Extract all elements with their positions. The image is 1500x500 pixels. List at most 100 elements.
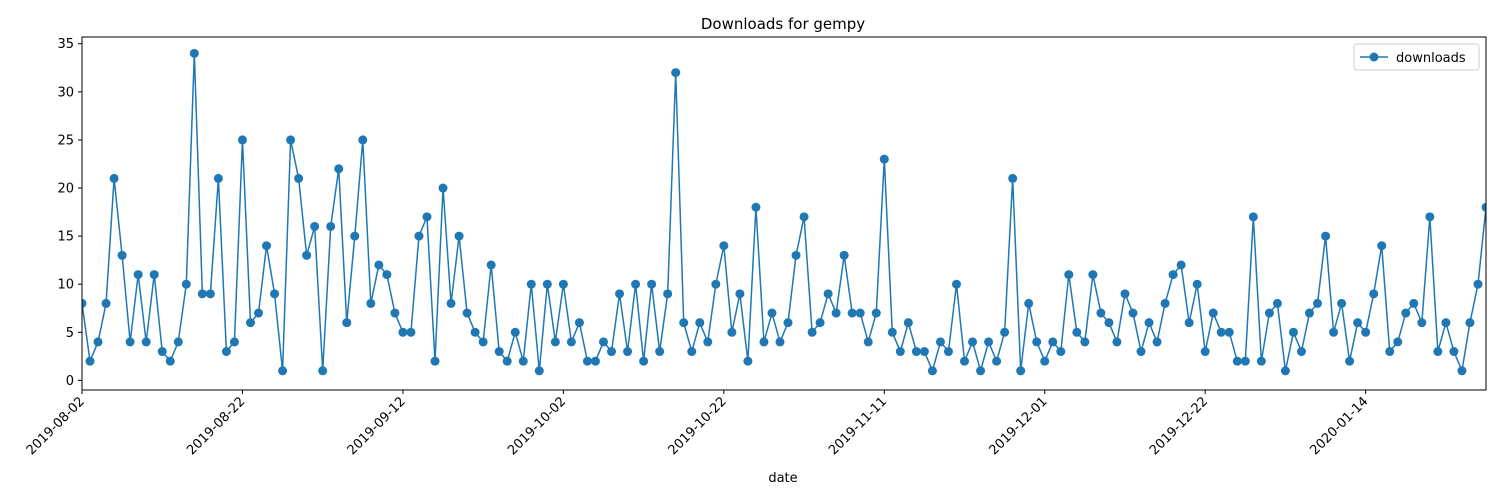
- data-point: [1465, 318, 1475, 328]
- data-point: [1361, 327, 1371, 337]
- data-point: [398, 327, 408, 337]
- data-point: [639, 356, 649, 366]
- data-point: [823, 289, 833, 299]
- y-tick-label: 30: [57, 85, 74, 100]
- data-point: [414, 231, 424, 241]
- y-tick-label: 0: [66, 374, 74, 389]
- data-point: [502, 356, 512, 366]
- data-point: [799, 212, 809, 222]
- data-point: [494, 347, 504, 357]
- data-point: [205, 289, 215, 299]
- data-point: [262, 241, 272, 251]
- data-point: [1337, 298, 1347, 308]
- x-tick-label: 2019-11-11: [826, 394, 890, 458]
- legend-label-downloads: downloads: [1396, 51, 1466, 66]
- data-point: [318, 366, 328, 376]
- data-point: [294, 173, 304, 183]
- legend: downloads: [1353, 43, 1480, 71]
- y-tick-label: 25: [57, 133, 74, 148]
- data-point: [1136, 347, 1146, 357]
- data-point: [815, 318, 825, 328]
- data-point: [526, 279, 536, 289]
- data-point: [1473, 279, 1483, 289]
- data-point: [334, 164, 344, 174]
- data-point: [1184, 318, 1194, 328]
- data-point: [1481, 202, 1486, 212]
- data-point: [1128, 308, 1138, 318]
- data-point: [221, 347, 231, 357]
- data-point: [566, 337, 576, 347]
- data-point: [751, 202, 761, 212]
- data-point: [927, 366, 937, 376]
- data-point: [1296, 347, 1306, 357]
- data-point: [1000, 327, 1010, 337]
- data-point: [1016, 366, 1026, 376]
- chart-title: Downloads for gempy: [701, 15, 865, 33]
- data-point: [406, 327, 416, 337]
- data-point: [1096, 308, 1106, 318]
- data-point: [1168, 270, 1178, 280]
- data-point: [807, 327, 817, 337]
- data-point: [486, 260, 496, 270]
- data-point: [1056, 347, 1066, 357]
- data-point: [133, 270, 143, 280]
- data-point: [342, 318, 352, 328]
- data-point: [663, 289, 673, 299]
- data-point: [165, 356, 175, 366]
- data-point: [671, 68, 681, 78]
- y-tick-label: 10: [57, 278, 74, 293]
- x-axis-label: date: [768, 471, 797, 486]
- x-axis: 2019-08-02 2019-08-22 2019-09-12 2019-10-02…: [24, 390, 1371, 458]
- data-point: [590, 356, 600, 366]
- data-point: [1032, 337, 1042, 347]
- data-point: [1393, 337, 1403, 347]
- data-point: [1329, 327, 1339, 337]
- data-point: [863, 337, 873, 347]
- data-point: [237, 135, 247, 145]
- x-tick-label: 2019-10-02: [505, 394, 569, 458]
- x-tick-label: 2019-10-22: [666, 394, 730, 458]
- data-point: [598, 337, 608, 347]
- data-point: [1385, 347, 1395, 357]
- data-point: [1176, 260, 1186, 270]
- data-point: [903, 318, 913, 328]
- data-point: [775, 337, 785, 347]
- y-tick-label: 35: [57, 37, 74, 52]
- series-layer: [82, 48, 1486, 376]
- data-point: [711, 279, 721, 289]
- data-point: [1008, 173, 1018, 183]
- data-point: [310, 221, 320, 231]
- data-point: [582, 356, 592, 366]
- data-point: [1457, 366, 1467, 376]
- data-point: [831, 308, 841, 318]
- data-point: [326, 221, 336, 231]
- data-point: [558, 279, 568, 289]
- data-point: [197, 289, 207, 299]
- data-point: [518, 356, 528, 366]
- plot-frame: [81, 36, 1487, 391]
- data-point: [695, 318, 705, 328]
- data-point: [1377, 241, 1387, 251]
- data-point: [783, 318, 793, 328]
- data-point: [1449, 347, 1459, 357]
- data-point: [1112, 337, 1122, 347]
- data-point: [422, 212, 432, 222]
- data-point: [1200, 347, 1210, 357]
- data-point: [1264, 308, 1274, 318]
- data-point: [1216, 327, 1226, 337]
- data-point: [213, 173, 223, 183]
- legend-marker-swatch: [1369, 52, 1379, 62]
- data-point: [1313, 298, 1323, 308]
- data-point: [125, 337, 135, 347]
- data-point: [976, 366, 986, 376]
- data-point: [1152, 337, 1162, 347]
- data-point: [1304, 308, 1314, 318]
- data-point: [887, 327, 897, 337]
- data-point: [454, 231, 464, 241]
- data-point: [679, 318, 689, 328]
- data-point: [1088, 270, 1098, 280]
- series-line-downloads: [82, 52, 1486, 372]
- y-tick-label: 20: [57, 182, 74, 197]
- data-point: [286, 135, 296, 145]
- data-point: [446, 298, 456, 308]
